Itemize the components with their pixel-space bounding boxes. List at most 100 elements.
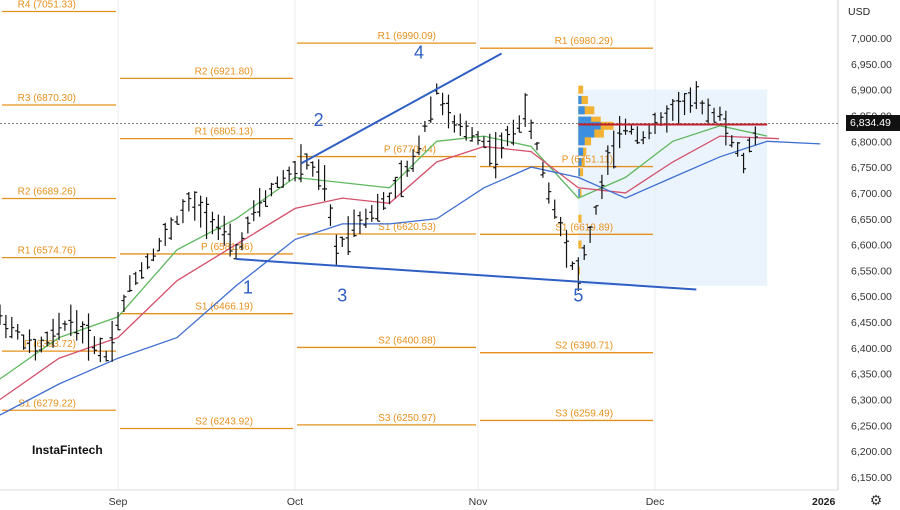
volume-bar-blue xyxy=(578,168,580,177)
ohlc-bar xyxy=(215,214,221,241)
ohlc-bar xyxy=(487,133,493,167)
ohlc-bar xyxy=(221,215,227,246)
ohlc-bar xyxy=(233,244,239,260)
ohlc-bar xyxy=(611,130,617,169)
ohlc-bar xyxy=(174,215,180,225)
ohlc-bar xyxy=(351,209,357,237)
ohlc-bar xyxy=(546,182,552,204)
time-tick-label: Oct xyxy=(287,496,303,508)
brand-logo: InstaFintech xyxy=(32,443,103,457)
pivot-label: R4 (7051.33) xyxy=(18,0,76,10)
volume-bar-orange xyxy=(578,214,582,223)
ohlc-bar xyxy=(404,160,410,177)
settings-icon[interactable]: ⚙ xyxy=(869,492,883,508)
ohlc-bar xyxy=(463,120,469,141)
ohlc-bar xyxy=(729,135,735,148)
pivot-label: R1 (6980.29) xyxy=(555,36,613,47)
ohlc-bar xyxy=(316,159,322,190)
pivot-label: S3 (6259.49) xyxy=(555,408,613,419)
pivot-label: R1 (6990.09) xyxy=(378,31,436,42)
ohlc-bar xyxy=(581,244,587,260)
ohlc-bar xyxy=(162,222,168,246)
ohlc-bar xyxy=(693,81,699,110)
ohlc-bar xyxy=(375,193,381,222)
ohlc-bar xyxy=(32,338,38,361)
pivot-label: S2 (6243.92) xyxy=(195,416,253,427)
time-tick-label: Sep xyxy=(109,496,128,508)
ohlc-bar xyxy=(286,166,292,182)
ohlc-bar xyxy=(687,87,693,113)
ohlc-bar xyxy=(0,304,3,325)
pivot-label: R2 (6689.26) xyxy=(18,186,76,197)
volume-bar-orange xyxy=(578,95,588,104)
ohlc-bar xyxy=(416,135,422,156)
ohlc-bar xyxy=(245,216,251,234)
pivot-label: P (6751.11) xyxy=(562,155,613,166)
price-tick-label: 6,300.00 xyxy=(851,395,892,407)
price-tick-label: 6,900.00 xyxy=(851,85,892,97)
ohlc-bar xyxy=(68,304,74,337)
pivot-label: R3 (6870.30) xyxy=(18,93,76,104)
ohlc-bar xyxy=(451,115,457,133)
ohlc-bar xyxy=(274,176,280,188)
ohlc-bar xyxy=(440,92,446,116)
ohlc-bar xyxy=(569,261,575,271)
ohlc-bars xyxy=(0,81,838,363)
ohlc-bar xyxy=(339,236,345,247)
ohlc-bar xyxy=(410,149,416,172)
time-tick-label: Dec xyxy=(646,496,665,508)
ohlc-bar xyxy=(652,112,658,134)
price-axis: 7,000.006,950.006,900.006,850.006,800.00… xyxy=(851,33,892,484)
ohlc-bar xyxy=(80,321,86,344)
ohlc-bar xyxy=(381,192,387,210)
ohlc-bar xyxy=(522,93,528,127)
ohlc-bar xyxy=(481,136,487,149)
ohlc-bar xyxy=(363,208,369,229)
currency-selector[interactable]: USD xyxy=(848,6,871,18)
ohlc-bar xyxy=(558,216,564,237)
ohlc-bar xyxy=(156,237,162,252)
year-label: 2026 xyxy=(812,496,836,508)
ohlc-bar xyxy=(723,110,729,146)
ohlc-bar xyxy=(711,107,717,123)
ohlc-bar xyxy=(510,119,516,146)
ohlc-bar xyxy=(251,200,257,222)
pivot-levels: R4 (7051.33) R3 (6870.30) R2 (6689.26) R1 (… xyxy=(2,0,654,430)
ohlc-bar xyxy=(705,98,711,124)
pivot-label: P (6770.44) xyxy=(384,145,436,156)
price-tick-label: 6,650.00 xyxy=(851,214,892,226)
volume-bar-orange xyxy=(578,266,580,275)
price-tick-label: 6,450.00 xyxy=(851,317,892,329)
ohlc-bar xyxy=(192,191,198,221)
ohlc-bar xyxy=(717,106,723,121)
volume-profile-region xyxy=(578,85,768,286)
price-tick-label: 6,600.00 xyxy=(851,240,892,252)
price-tick-label: 6,800.00 xyxy=(851,136,892,148)
ohlc-bar xyxy=(445,94,451,129)
ohlc-bar xyxy=(9,316,15,339)
price-tick-label: 6,150.00 xyxy=(851,472,892,484)
pivot-label: S2 (6390.71) xyxy=(555,341,613,352)
ohlc-bar xyxy=(139,262,145,279)
ohlc-bar xyxy=(91,336,97,355)
ohlc-bar xyxy=(198,195,204,228)
ohlc-bar xyxy=(115,312,121,331)
ohlc-bar xyxy=(21,334,27,350)
ohlc-bar xyxy=(62,320,68,331)
ohlc-bar xyxy=(392,176,398,199)
volume-bar-blue xyxy=(578,106,585,115)
ohlc-bar xyxy=(74,310,80,341)
wave-labels: 1 2 3 4 5 xyxy=(243,43,583,306)
ohlc-bar xyxy=(145,253,151,270)
ohlc-bar xyxy=(469,127,475,142)
ohlc-bar xyxy=(587,226,593,243)
price-tick-label: 7,000.00 xyxy=(851,33,892,45)
trendline xyxy=(300,52,503,165)
ohlc-bar xyxy=(322,165,328,201)
ohlc-bar xyxy=(398,160,404,198)
volume-bar-orange xyxy=(578,106,595,115)
ohlc-bar xyxy=(15,324,21,340)
ohlc-bar xyxy=(428,96,434,123)
ohlc-bar xyxy=(386,192,392,205)
